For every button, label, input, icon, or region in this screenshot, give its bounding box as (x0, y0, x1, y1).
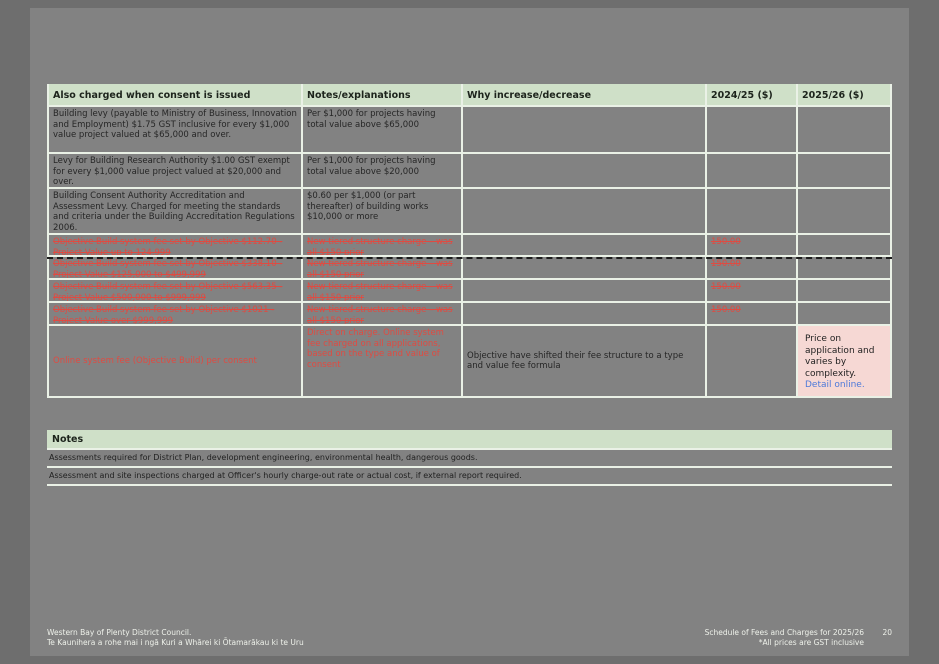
cell-fee-2024-25: 150.00 (707, 235, 798, 255)
cell-notes: New tiered structure charge – was all $1… (303, 303, 463, 324)
table-row: Building levy (payable to Ministry of Bu… (47, 107, 892, 154)
cell-item: Building levy (payable to Ministry of Bu… (47, 107, 303, 152)
cell-fee-2024-25: 150.00 (707, 257, 798, 278)
document-title-text: Schedule of Fees and Charges for 2025/26 (704, 628, 864, 637)
cell-fee-2025-26 (798, 257, 892, 278)
table-row-strikethrough: Objective Build system fee set by Object… (47, 235, 892, 257)
gst-note-text: *All prices are GST inclusive (758, 638, 864, 647)
table-row-strikethrough: Objective Build system fee set by Object… (47, 257, 892, 280)
cell-item: Online system fee (Objective Build) per … (47, 326, 303, 396)
council-name-maori: Te Kaunihera a rohe mai i ngā Kuri a Whā… (47, 638, 304, 647)
column-header-item: Also charged when consent is issued (47, 84, 303, 105)
cell-fee-2024-25: 150.00 (707, 280, 798, 301)
table-row-online-system-fee: Online system fee (Objective Build) per … (47, 326, 892, 398)
table-row: Building Consent Authority Accreditation… (47, 189, 892, 235)
fees-table: Also charged when consent is issued Note… (47, 84, 892, 398)
page-number: 20 (882, 628, 892, 637)
cell-why (463, 107, 707, 152)
cell-notes: Per $1,000 for projects having total val… (303, 154, 463, 187)
note-item: Assessments required for District Plan, … (47, 450, 892, 468)
cell-why (463, 189, 707, 233)
notes-section: Notes Assessments required for District … (47, 430, 892, 486)
cell-why: Objective have shifted their fee structu… (463, 326, 707, 396)
cell-notes: New tiered structure charge – was all $1… (303, 235, 463, 255)
table-row-strikethrough: Objective Build system fee set by Object… (47, 280, 892, 303)
column-header-2024-25: 2024/25 ($) (707, 84, 798, 105)
annotation-dashed-line (47, 257, 892, 259)
cell-why (463, 280, 707, 301)
cell-notes: Direct on charge. Online system fee char… (303, 326, 463, 396)
cell-why (463, 257, 707, 278)
cell-why (463, 303, 707, 324)
cell-fee-2025-26 (798, 235, 892, 255)
cell-fee-2025-26 (798, 107, 892, 152)
column-header-notes: Notes/explanations (303, 84, 463, 105)
cell-item: Objective Build system fee set by Object… (47, 257, 303, 278)
council-name-english: Western Bay of Plenty District Council. (47, 628, 192, 637)
cell-item: Levy for Building Research Authority $1.… (47, 154, 303, 187)
table-row: Levy for Building Research Authority $1.… (47, 154, 892, 189)
document-page: Also charged when consent is issued Note… (30, 8, 909, 656)
note-item: Assessment and site inspections charged … (47, 468, 892, 486)
cell-why (463, 154, 707, 187)
cell-notes: New tiered structure charge – was all $1… (303, 280, 463, 301)
table-row-strikethrough: Objective Build system fee set by Object… (47, 303, 892, 326)
cell-item: Objective Build system fee set by Object… (47, 280, 303, 301)
cell-fee-2024-25 (707, 154, 798, 187)
table-header-row: Also charged when consent is issued Note… (47, 84, 892, 107)
cell-fee-2024-25 (707, 107, 798, 152)
footer-document-title: Schedule of Fees and Charges for 2025/26… (705, 628, 864, 648)
cell-fee-2024-25: 150.00 (707, 303, 798, 324)
cell-fee-2024-25 (707, 326, 798, 396)
cell-item: Objective Build system fee set by Object… (47, 235, 303, 255)
footer-council-name: Western Bay of Plenty District Council. … (47, 628, 304, 648)
cell-fee-2024-25 (707, 189, 798, 233)
detail-online-link[interactable]: Detail online. (805, 380, 865, 390)
price-on-application-text: Price on application and varies by compl… (805, 334, 875, 379)
cell-fee-2025-26 (798, 303, 892, 324)
column-header-2025-26: 2025/26 ($) (798, 84, 892, 105)
cell-fee-2025-26 (798, 189, 892, 233)
cell-why (463, 235, 707, 255)
cell-fee-2025-26 (798, 280, 892, 301)
cell-fee-2025-26-highlighted: Price on application and varies by compl… (798, 326, 892, 396)
cell-notes: Per $1,000 for projects having total val… (303, 107, 463, 152)
cell-item: Objective Build system fee set by Object… (47, 303, 303, 324)
cell-item: Building Consent Authority Accreditation… (47, 189, 303, 233)
cell-fee-2025-26 (798, 154, 892, 187)
cell-notes: New tiered structure charge – was all $1… (303, 257, 463, 278)
cell-notes: $0.60 per $1,000 (or part thereafter) of… (303, 189, 463, 233)
column-header-why: Why increase/decrease (463, 84, 707, 105)
notes-section-title: Notes (47, 430, 892, 450)
